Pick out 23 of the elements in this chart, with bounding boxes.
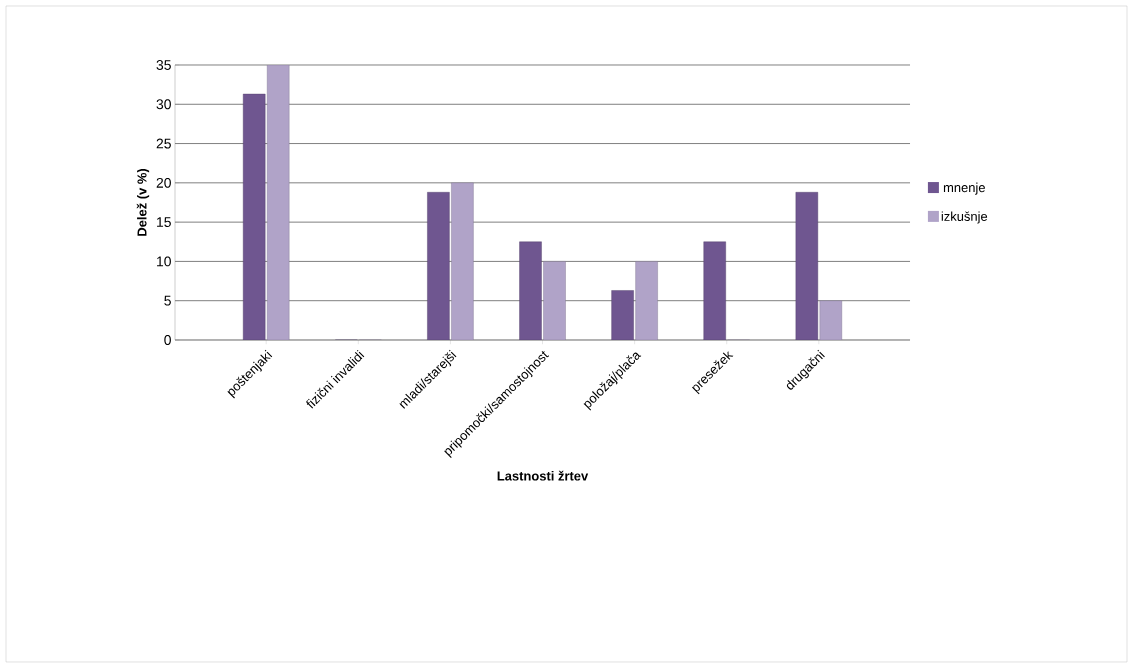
y-axis-title: Delež (v %) <box>136 168 150 236</box>
y-tick-label: 0 <box>164 335 171 345</box>
bar <box>451 182 474 340</box>
bar <box>795 192 819 340</box>
y-tick-label: 5 <box>164 295 171 306</box>
bar <box>519 241 542 340</box>
x-axis-title: Lastnosti žrtev <box>497 470 589 481</box>
y-tick-label: 35 <box>156 60 171 70</box>
legend-label: izkušnje <box>941 211 988 224</box>
bar <box>703 241 726 340</box>
bar <box>427 192 450 340</box>
bar <box>543 261 566 340</box>
y-tick-label: 20 <box>156 177 171 188</box>
y-tick-label: 10 <box>157 256 171 267</box>
bar <box>267 64 290 340</box>
y-tick-label: 15 <box>157 217 171 227</box>
y-tick-label: 25 <box>156 138 171 149</box>
y-tick-label: 30 <box>156 99 171 110</box>
bar <box>819 300 843 340</box>
bar <box>635 261 658 340</box>
bar <box>243 93 266 340</box>
bar <box>611 290 634 340</box>
legend-label: mnenje <box>943 182 985 195</box>
